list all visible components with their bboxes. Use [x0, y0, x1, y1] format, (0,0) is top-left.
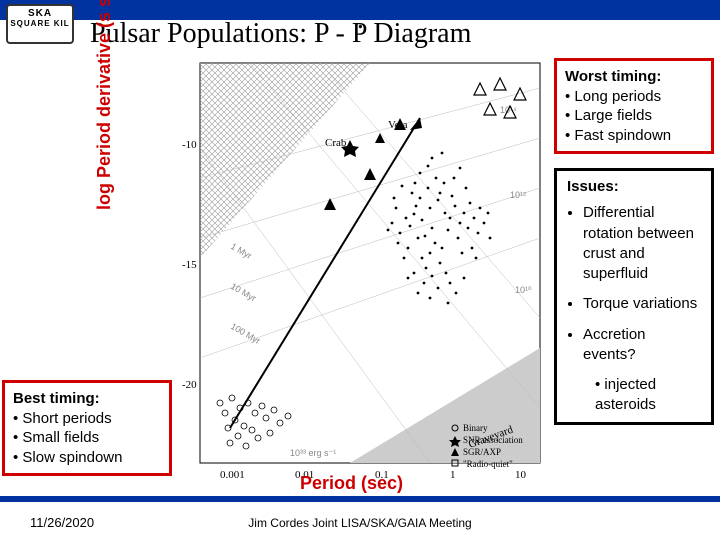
footer-text: Jim Cordes Joint LISA/SKA/GAIA Meeting	[0, 516, 720, 530]
brand-bar-bottom	[0, 496, 720, 502]
y-axis-label: log Period derivative (s s-1)	[92, 0, 115, 210]
issues-sub: • injected asteroids	[595, 375, 701, 416]
xtick-1: 0.001	[220, 469, 245, 481]
ska-logo: SKA SQUARE KIL	[6, 4, 74, 44]
title-prefix: Pulsar Populations: P -	[90, 18, 352, 49]
ytick-20: -20	[182, 379, 197, 391]
best-item-2: • Slow spindown	[13, 448, 161, 468]
worst-item-1: • Large fields	[565, 106, 703, 126]
y-ticks: -10 -15 -20	[182, 139, 197, 391]
title-pdot: P	[352, 18, 367, 49]
ppdot-diagram: Graveyard 1 Myr 10 Myr 100 Myr 10¹⁴ 10¹²…	[170, 58, 550, 488]
issues-item-1: Torque variations	[583, 294, 701, 314]
bfield-label-3: 10¹⁰	[515, 285, 532, 295]
ylabel-text: log Period derivative (s s	[94, 0, 114, 210]
issues-item-2: Accretion events?	[583, 325, 701, 366]
issues-item-0: Differential rotation between crust and …	[583, 203, 701, 284]
legend-snr: SNR association	[463, 435, 523, 445]
worst-timing-box: Worst timing: • Long periods • Large fie…	[554, 58, 714, 154]
issues-list: Differential rotation between crust and …	[583, 203, 701, 365]
best-heading: Best timing:	[13, 389, 161, 409]
x-axis-label: Period (sec)	[300, 473, 403, 494]
worst-item-0: • Long periods	[565, 87, 703, 107]
slide-title: Pulsar Populations: P - P Diagram	[90, 18, 471, 50]
legend-binary: Binary	[463, 423, 488, 433]
worst-item-2: • Fast spindown	[565, 126, 703, 146]
best-item-0: • Short periods	[13, 409, 161, 429]
xtick-4: 1	[450, 469, 456, 481]
slide: SKA SQUARE KIL Pulsar Populations: P - P…	[0, 0, 720, 540]
xtick-5: 10	[515, 469, 527, 481]
ytick-15: -15	[182, 259, 197, 271]
worst-heading: Worst timing:	[565, 67, 703, 87]
issues-box: Issues: Differential rotation between cr…	[554, 168, 714, 425]
lum-label: 10³³ erg s⁻¹	[290, 448, 336, 458]
issues-heading: Issues:	[567, 177, 701, 197]
best-item-1: • Small fields	[13, 428, 161, 448]
best-timing-box: Best timing: • Short periods • Small fie…	[2, 380, 172, 476]
bfield-label-2: 10¹²	[510, 190, 526, 200]
title-suffix: Diagram	[366, 18, 471, 49]
logo-main: SKA	[28, 8, 52, 19]
legend-rq: "Radio-quiet"	[463, 459, 513, 469]
legend-sgr: SGR/AXP	[463, 447, 501, 457]
logo-sub: SQUARE KIL	[8, 19, 72, 28]
ytick-10: -10	[182, 139, 197, 151]
